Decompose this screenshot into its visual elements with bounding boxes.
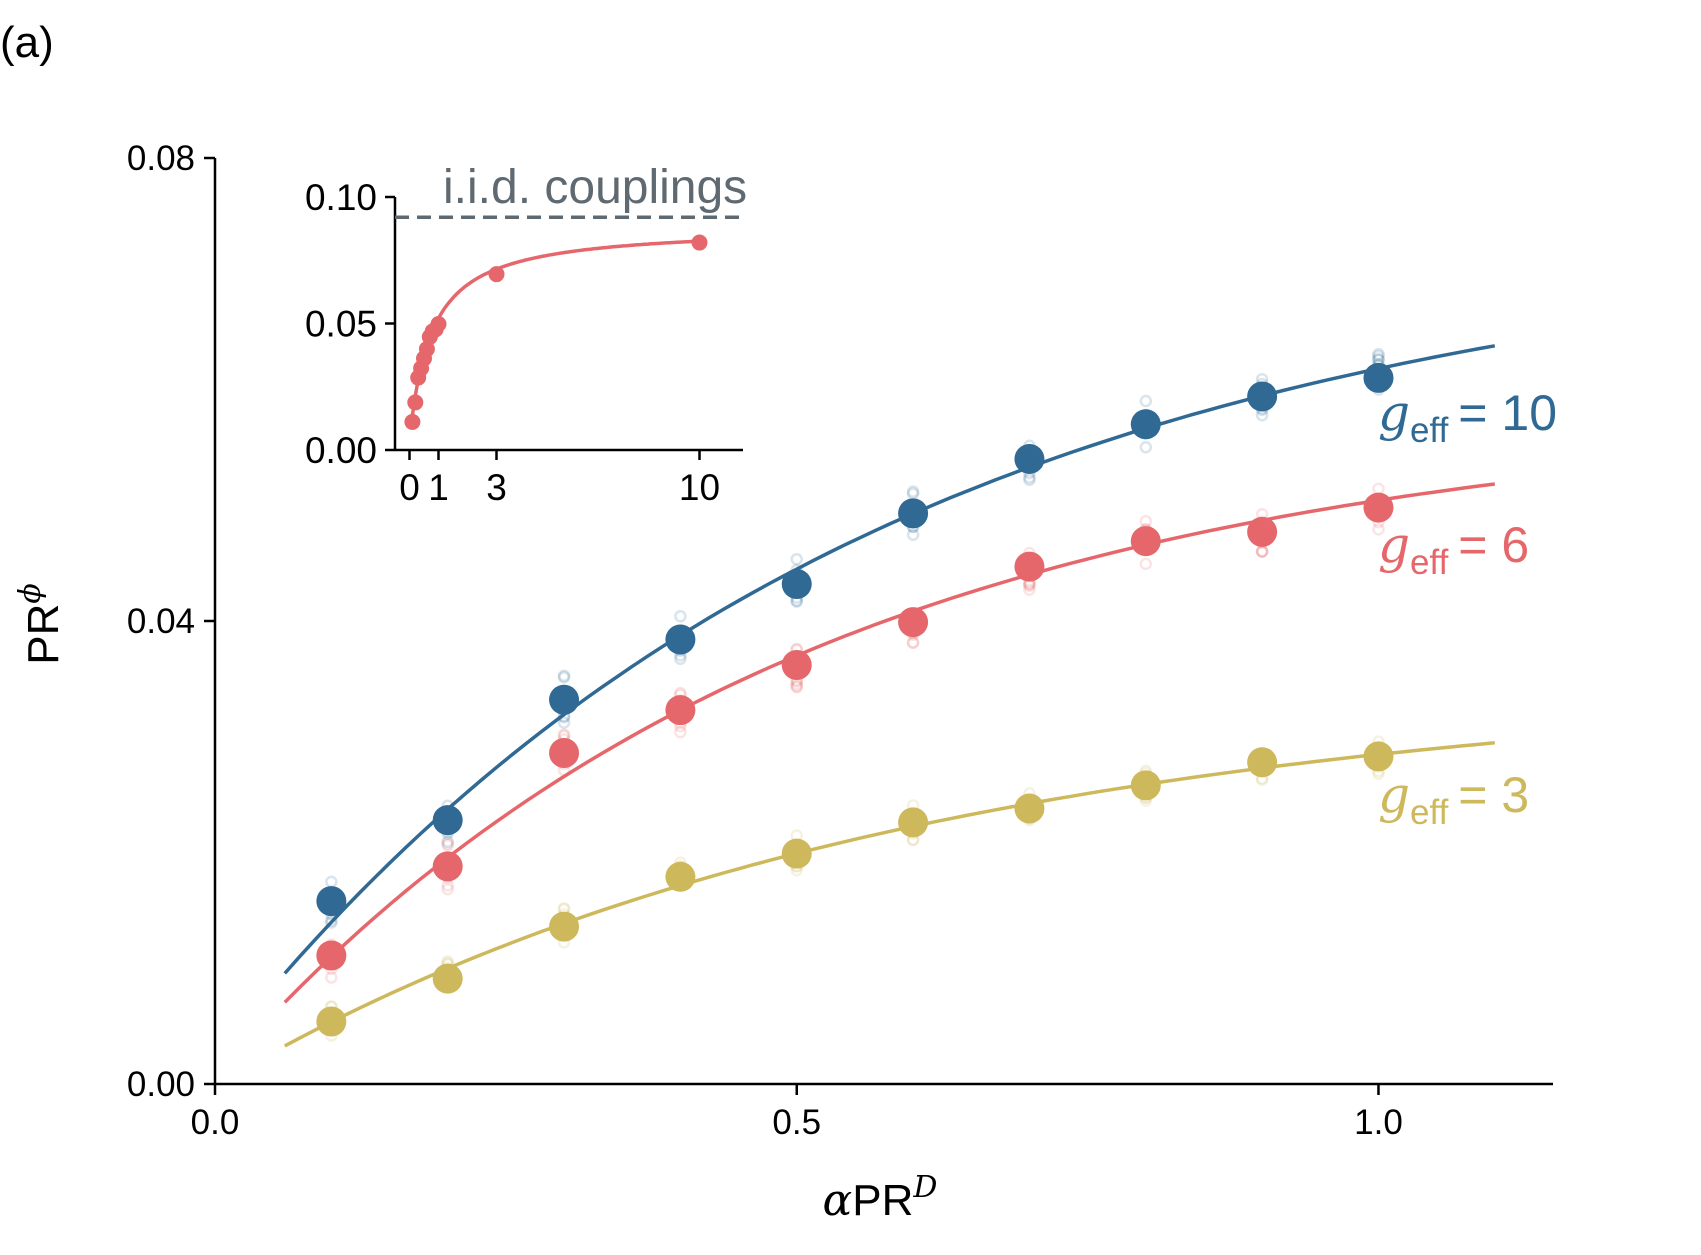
trial-marker — [906, 636, 920, 650]
inset-x-tick-label: 0 — [399, 467, 420, 508]
inset-data-point — [404, 413, 421, 430]
trial-marker — [1372, 482, 1385, 496]
data-point — [781, 568, 812, 599]
main-series — [283, 344, 1496, 1048]
data-point — [1130, 770, 1161, 801]
trial-marker — [674, 725, 687, 739]
fit-curve — [283, 344, 1496, 975]
fit-curve — [283, 741, 1495, 1048]
fit-curve — [283, 482, 1496, 1004]
trial-marker — [1139, 441, 1153, 454]
trial-marker — [1372, 347, 1385, 361]
data-point — [781, 649, 812, 680]
trial-marker — [790, 680, 803, 694]
y-tick-label: 0.08 — [127, 139, 195, 178]
y-tick-label: 0.00 — [127, 1065, 195, 1104]
data-point — [665, 624, 696, 655]
x-axis-label: αPRD — [823, 1170, 938, 1226]
trial-marker — [906, 636, 920, 649]
inset-series — [404, 234, 708, 430]
inset-x-tick-label: 1 — [428, 467, 449, 508]
data-point — [432, 851, 463, 882]
y-axis-label: PRϕ — [13, 583, 68, 665]
inset-plot: 0 1 3 10 0.00 0.05 0.10 i.i.d. couplings — [305, 161, 747, 508]
data-point — [1247, 381, 1278, 412]
panel-label: (a) — [0, 18, 54, 67]
data-point — [1247, 516, 1278, 547]
data-point — [898, 607, 929, 638]
trial-marker — [1023, 473, 1036, 487]
inset-x-ticks: 0 1 3 10 — [399, 450, 720, 508]
data-point — [549, 911, 580, 942]
data-point — [432, 805, 463, 836]
data-point — [316, 940, 347, 971]
inset-data-point — [407, 394, 424, 411]
trial-marker — [790, 552, 803, 566]
inset-y-tick-label: 0.05 — [305, 304, 377, 345]
data-point — [665, 861, 696, 892]
trial-marker — [906, 528, 920, 542]
trial-marker — [325, 916, 338, 929]
inset-data-point — [430, 316, 447, 333]
inset-x-tick-label: 3 — [486, 467, 507, 508]
data-point — [1247, 747, 1278, 778]
iid-label: i.i.d. couplings — [443, 161, 747, 214]
trial-marker — [1372, 349, 1385, 363]
trial-marker — [1139, 557, 1153, 571]
inset-y-ticks: 0.00 0.05 0.10 — [305, 177, 395, 471]
series-label-g10: geff = 10 — [1378, 384, 1557, 450]
trial-marker — [441, 839, 454, 852]
trial-marker — [557, 671, 571, 684]
data-point — [316, 1006, 347, 1037]
data-point — [549, 737, 580, 768]
trial-marker — [1139, 394, 1153, 408]
trial-marker — [441, 837, 454, 850]
inset-x-tick-label: 10 — [679, 467, 720, 508]
trial-marker — [325, 971, 338, 984]
data-point — [316, 886, 347, 917]
data-point — [1363, 741, 1394, 772]
x-tick-label: 0.5 — [772, 1103, 821, 1142]
trial-marker — [1023, 583, 1036, 596]
data-point — [1014, 551, 1045, 582]
trial-marker — [325, 875, 338, 889]
trial-marker — [557, 716, 571, 729]
data-point — [1014, 793, 1045, 824]
x-tick-label: 1.0 — [1354, 1103, 1403, 1142]
trial-marker — [441, 835, 454, 848]
data-point — [665, 695, 696, 726]
data-point — [432, 963, 463, 994]
main-y-ticks: 0.00 0.04 0.08 — [127, 139, 215, 1104]
data-point — [1130, 409, 1161, 440]
x-tick-label: 0.0 — [191, 1103, 240, 1142]
data-point — [1363, 492, 1394, 523]
series-label-g6: geff = 6 — [1378, 516, 1529, 582]
trial-marker — [441, 882, 454, 896]
data-point — [1014, 443, 1045, 474]
inset-y-tick-label: 0.10 — [305, 177, 377, 218]
y-tick-label: 0.04 — [127, 602, 195, 641]
trial-marker — [1372, 523, 1385, 536]
inset-data-point — [418, 341, 435, 358]
data-point — [549, 684, 580, 715]
inset-data-point — [488, 266, 505, 283]
data-point — [1363, 362, 1394, 393]
data-point — [1130, 526, 1161, 557]
inset-data-point — [691, 234, 708, 251]
data-point — [781, 838, 812, 869]
main-x-ticks: 0.0 0.5 1.0 — [191, 1084, 1403, 1142]
trial-marker — [906, 485, 920, 498]
trial-marker — [790, 680, 803, 693]
inset-y-tick-label: 0.00 — [305, 430, 377, 471]
series-label-g3: geff = 3 — [1378, 766, 1529, 832]
trial-marker — [674, 610, 687, 623]
trial-marker — [557, 669, 571, 683]
data-point — [898, 498, 929, 529]
data-point — [898, 807, 929, 838]
